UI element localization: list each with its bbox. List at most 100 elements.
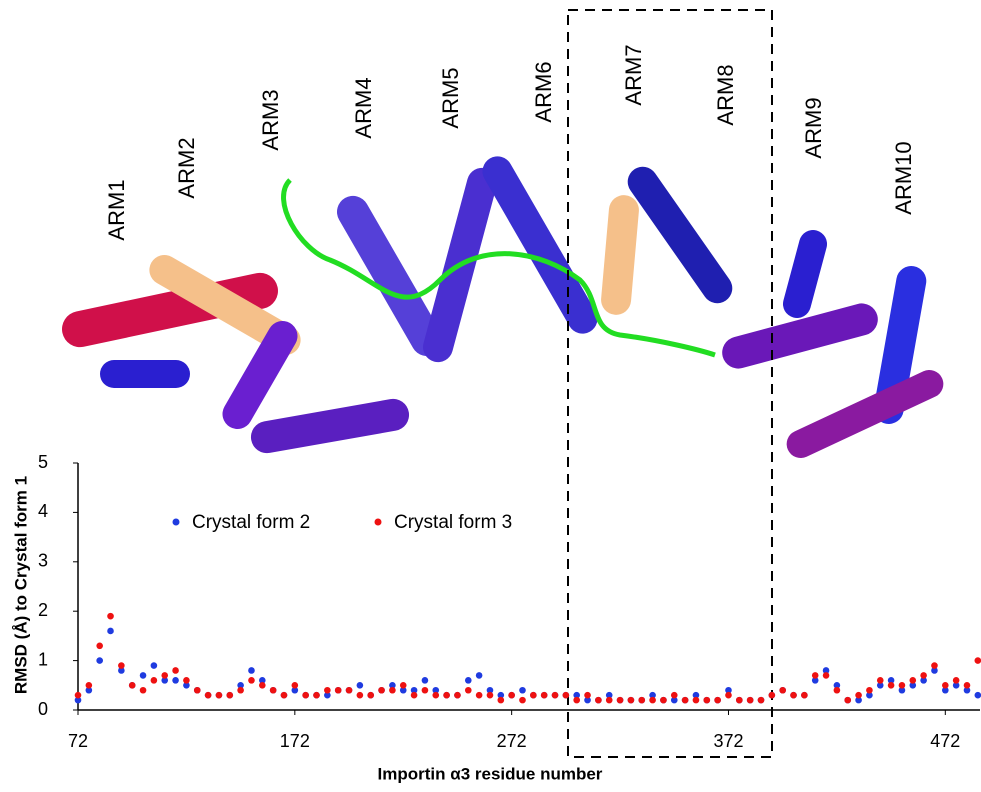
point — [464, 677, 472, 684]
arm-label: ARM2 — [174, 137, 199, 198]
point — [302, 691, 309, 699]
point — [942, 686, 949, 694]
point — [139, 686, 147, 694]
point — [822, 667, 830, 674]
point — [876, 677, 884, 684]
point — [952, 682, 960, 689]
point — [627, 696, 635, 704]
arm-label: ARM7 — [621, 44, 646, 105]
point — [367, 691, 375, 699]
point — [681, 696, 689, 704]
point — [334, 686, 342, 694]
point — [345, 686, 353, 694]
point — [107, 627, 114, 635]
helix — [100, 360, 190, 388]
helix — [722, 303, 878, 369]
helix — [337, 195, 443, 357]
point — [920, 677, 927, 684]
arm-label: ARM1 — [104, 179, 129, 240]
point — [389, 686, 396, 694]
y-axis-title: RMSD (Å) to Crystal form 1 — [11, 476, 30, 694]
point — [259, 677, 266, 684]
point — [432, 686, 440, 694]
arm-label: ARM6 — [531, 61, 556, 122]
point — [649, 696, 656, 704]
point — [259, 682, 266, 689]
point — [833, 682, 841, 689]
point — [172, 667, 179, 674]
x-tick-label: 172 — [280, 731, 310, 751]
helix — [873, 265, 927, 425]
point — [725, 686, 732, 694]
point — [421, 686, 429, 694]
point — [497, 691, 505, 699]
y-tick-label: 0 — [38, 699, 48, 719]
arm-label: ARM3 — [258, 89, 283, 150]
point — [530, 691, 537, 699]
point — [703, 696, 711, 704]
x-tick-label: 272 — [497, 731, 527, 751]
y-tick-label: 1 — [38, 649, 48, 669]
point — [96, 642, 103, 650]
point — [519, 696, 526, 704]
point — [768, 691, 776, 699]
arm-label: ARM8 — [713, 64, 738, 125]
point — [410, 686, 418, 694]
arm-label: ARM5 — [438, 67, 463, 128]
legend-marker — [374, 518, 382, 526]
x-tick-label: 372 — [713, 731, 743, 751]
peptide-chain — [281, 178, 716, 358]
point — [801, 691, 808, 699]
point — [974, 691, 981, 699]
point — [324, 691, 331, 699]
point — [161, 672, 169, 679]
helix — [482, 156, 598, 334]
point — [616, 696, 624, 704]
point — [822, 672, 830, 679]
point — [237, 682, 244, 689]
point — [866, 691, 873, 699]
helix — [149, 255, 301, 355]
helix — [782, 230, 828, 318]
point — [670, 696, 678, 704]
arm-label: ARM4 — [351, 77, 376, 138]
point — [595, 696, 602, 704]
legend-marker — [172, 518, 180, 526]
point — [736, 696, 743, 704]
point — [128, 682, 136, 689]
point — [486, 691, 494, 699]
point — [855, 691, 862, 699]
y-tick-label: 2 — [38, 600, 48, 620]
point — [96, 657, 103, 664]
point — [215, 691, 223, 699]
y-tick-label: 5 — [38, 452, 48, 472]
point — [497, 696, 505, 704]
point — [692, 691, 700, 699]
point — [324, 686, 331, 694]
helix — [601, 195, 639, 315]
point — [85, 686, 93, 694]
point — [313, 691, 320, 699]
point — [389, 682, 396, 689]
point — [204, 691, 212, 699]
point — [248, 667, 255, 674]
arm-label: ARM10 — [891, 141, 916, 214]
point — [638, 696, 646, 704]
point — [714, 696, 721, 704]
point — [432, 691, 440, 699]
point — [85, 682, 93, 689]
helix — [250, 398, 410, 454]
point — [757, 696, 765, 704]
helix — [786, 369, 944, 459]
x-tick-label: 472 — [930, 731, 960, 751]
point — [931, 662, 938, 669]
point — [909, 682, 917, 689]
point — [421, 677, 429, 684]
point — [833, 686, 841, 694]
point — [551, 691, 559, 699]
point — [942, 682, 949, 689]
point — [584, 691, 591, 699]
point — [291, 686, 299, 694]
point — [876, 682, 884, 689]
point — [573, 696, 581, 704]
